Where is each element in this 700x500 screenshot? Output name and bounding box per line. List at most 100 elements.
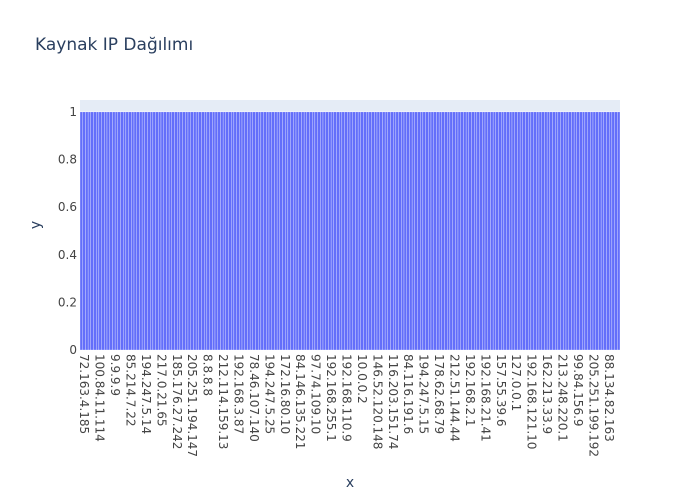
bar[interactable] [171, 111, 175, 351]
bar[interactable] [82, 111, 86, 351]
bar[interactable] [557, 111, 561, 351]
bar[interactable] [177, 111, 181, 351]
bar[interactable] [352, 111, 356, 351]
bar[interactable] [611, 111, 615, 351]
bar[interactable] [249, 111, 253, 351]
bar[interactable] [579, 111, 583, 351]
bar[interactable] [198, 111, 202, 351]
bar[interactable] [309, 111, 313, 351]
bar[interactable] [463, 111, 467, 351]
bar[interactable] [414, 111, 418, 351]
bar[interactable] [244, 111, 248, 351]
bar[interactable] [222, 111, 226, 351]
bar[interactable] [595, 111, 599, 351]
bar[interactable] [320, 111, 324, 351]
bar[interactable] [428, 111, 432, 351]
bar[interactable] [563, 111, 567, 351]
bar[interactable] [98, 111, 102, 351]
bar[interactable] [274, 111, 278, 351]
bar[interactable] [441, 111, 445, 351]
bar[interactable] [336, 111, 340, 351]
bar[interactable] [341, 111, 345, 351]
bar[interactable] [528, 111, 532, 351]
bar[interactable] [160, 111, 164, 351]
bar[interactable] [433, 111, 437, 351]
bar[interactable] [552, 111, 556, 351]
bar[interactable] [128, 111, 132, 351]
bar[interactable] [444, 111, 448, 351]
bar[interactable] [436, 111, 440, 351]
bar[interactable] [541, 111, 545, 351]
bar[interactable] [152, 111, 156, 351]
bar[interactable] [519, 111, 523, 351]
bar[interactable] [185, 111, 189, 351]
bar[interactable] [417, 111, 421, 351]
bar[interactable] [536, 111, 540, 351]
bar[interactable] [214, 111, 218, 351]
bar[interactable] [571, 111, 575, 351]
bar[interactable] [295, 111, 299, 351]
bar[interactable] [96, 111, 100, 351]
bar[interactable] [144, 111, 148, 351]
bar[interactable] [411, 111, 415, 351]
bar[interactable] [325, 111, 329, 351]
bar[interactable] [506, 111, 510, 351]
bar[interactable] [287, 111, 291, 351]
bar[interactable] [204, 111, 208, 351]
bar[interactable] [471, 111, 475, 351]
bar[interactable] [258, 111, 262, 351]
bar[interactable] [549, 111, 553, 351]
bar[interactable] [514, 111, 518, 351]
bar[interactable] [136, 111, 140, 351]
bar[interactable] [555, 111, 559, 351]
bar[interactable] [147, 111, 151, 351]
bar[interactable] [465, 111, 469, 351]
bar[interactable] [511, 111, 515, 351]
bar[interactable] [382, 111, 386, 351]
bar[interactable] [592, 111, 596, 351]
bar[interactable] [125, 111, 129, 351]
bar[interactable] [590, 111, 594, 351]
bar[interactable] [158, 111, 162, 351]
bar[interactable] [328, 111, 332, 351]
bar[interactable] [517, 111, 521, 351]
bar[interactable] [614, 111, 618, 351]
bar[interactable] [347, 111, 351, 351]
bar[interactable] [530, 111, 534, 351]
bar[interactable] [538, 111, 542, 351]
bar[interactable] [600, 111, 604, 351]
bar[interactable] [484, 111, 488, 351]
bar[interactable] [293, 111, 297, 351]
bar[interactable] [452, 111, 456, 351]
bar[interactable] [495, 111, 499, 351]
bar[interactable] [266, 111, 270, 351]
bar[interactable] [420, 111, 424, 351]
bar[interactable] [363, 111, 367, 351]
bar[interactable] [376, 111, 380, 351]
bar[interactable] [379, 111, 383, 351]
bar[interactable] [395, 111, 399, 351]
bar[interactable] [87, 111, 91, 351]
bar[interactable] [133, 111, 137, 351]
bar[interactable] [168, 111, 172, 351]
bar[interactable] [314, 111, 318, 351]
bar[interactable] [241, 111, 245, 351]
bar[interactable] [155, 111, 159, 351]
bar[interactable] [509, 111, 513, 351]
bar[interactable] [403, 111, 407, 351]
bar[interactable] [131, 111, 135, 351]
bar[interactable] [565, 111, 569, 351]
bar[interactable] [339, 111, 343, 351]
bar[interactable] [522, 111, 526, 351]
bar[interactable] [460, 111, 464, 351]
bar[interactable] [457, 111, 461, 351]
bar[interactable] [195, 111, 199, 351]
bar[interactable] [190, 111, 194, 351]
bar[interactable] [268, 111, 272, 351]
bar[interactable] [228, 111, 232, 351]
bar[interactable] [150, 111, 154, 351]
bar[interactable] [349, 111, 353, 351]
bar[interactable] [220, 111, 224, 351]
bar[interactable] [333, 111, 337, 351]
bar[interactable] [576, 111, 580, 351]
